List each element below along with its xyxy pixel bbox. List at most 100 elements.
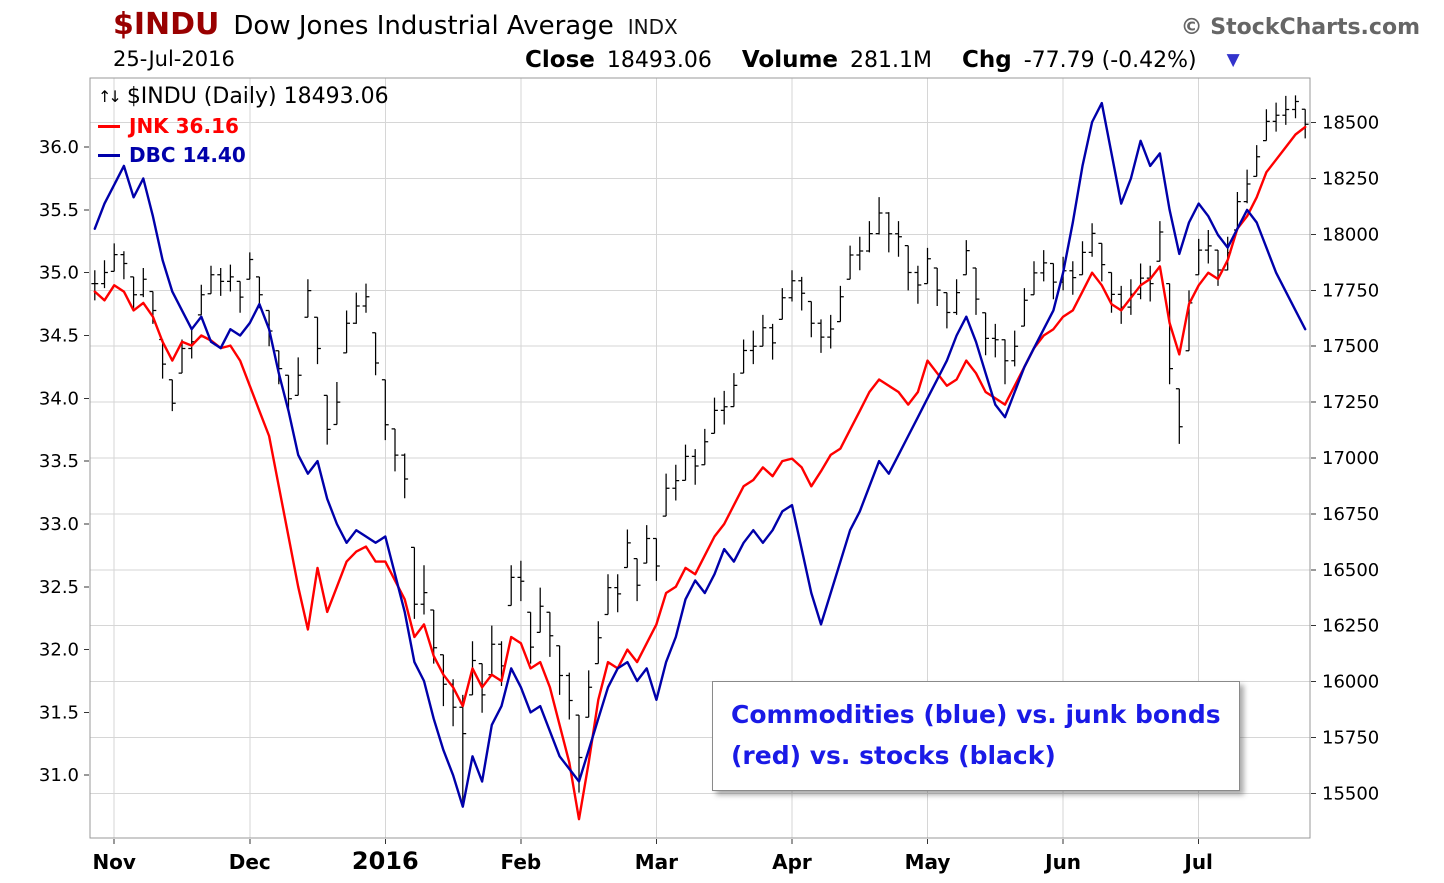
chart-header: $INDU Dow Jones Industrial Average INDX … — [113, 7, 1420, 42]
right-axis-label: 17000 — [1322, 448, 1379, 469]
right-axis-label: 18500 — [1322, 113, 1379, 134]
ohlc-bar — [837, 285, 844, 323]
ohlc-bar — [517, 560, 525, 602]
left-axis-label: 32.5 — [39, 577, 79, 598]
ohlc-bar — [895, 221, 902, 257]
ohlc-bar — [1040, 250, 1048, 282]
ohlc-bar — [275, 350, 283, 385]
x-axis-label: 2016 — [352, 847, 419, 875]
change-pair: Chg -77.79 (-0.42%) — [962, 47, 1197, 73]
x-axis-label: Mar — [635, 850, 678, 874]
ohlc-bar — [1263, 109, 1270, 142]
ohlc-bar — [1166, 282, 1173, 385]
ohlc-bar — [246, 252, 254, 280]
ohlc-bar — [352, 292, 360, 324]
quote-row: 25-Jul-2016 Close 18493.06 Volume 281.1M… — [113, 47, 1420, 75]
left-axis-label: 33.5 — [39, 451, 79, 472]
ohlc-bar — [594, 621, 602, 665]
change-down-icon: ▼ — [1226, 50, 1240, 70]
scale-arrows-icon: ↑↓ — [98, 87, 122, 106]
ohlc-bar — [953, 279, 960, 315]
ohlc-bar — [304, 279, 312, 318]
ohlc-bar — [585, 670, 593, 718]
left-axis-label: 36.0 — [39, 137, 79, 158]
ohlc-bar — [110, 243, 118, 273]
volume-value: 281.1M — [850, 48, 932, 73]
chart-date: 25-Jul-2016 — [113, 47, 235, 71]
ohlc-bar — [1156, 221, 1164, 262]
ohlc-bar — [101, 260, 108, 289]
right-axis-label: 16750 — [1322, 504, 1379, 525]
ohlc-bar — [788, 270, 796, 302]
ohlc-bar — [1079, 241, 1086, 276]
left-axis-label: 33.0 — [39, 514, 79, 535]
ohlc-bar — [362, 283, 370, 313]
right-axis-label: 18250 — [1322, 169, 1379, 190]
jnk-line-swatch-icon — [98, 124, 120, 128]
ohlc-bar — [1108, 271, 1115, 313]
ohlc-bar — [827, 314, 835, 349]
chart-legend: ↑↓ $INDU (Daily) 18493.06 JNK 36.16 DBC … — [98, 84, 389, 167]
close-value: 18493.06 — [606, 48, 712, 73]
ohlc-bar — [217, 268, 225, 296]
ohlc-bar — [633, 557, 641, 602]
x-axis-label: Dec — [229, 850, 271, 874]
ohlc-bar — [914, 265, 922, 304]
ohlc-bar — [536, 587, 544, 634]
ohlc-bar — [943, 291, 951, 329]
volume-pair: Volume 281.1M — [742, 47, 932, 73]
ohlc-bar — [381, 379, 389, 441]
ohlc-bar — [314, 316, 321, 365]
ohlc-bar — [856, 236, 864, 271]
ohlc-bar — [866, 221, 873, 253]
ohlc-bar — [1069, 261, 1077, 295]
legend-jnk-row: JNK 36.16 — [98, 114, 389, 138]
ohlc-bar — [643, 525, 651, 564]
ohlc-bar — [759, 314, 767, 347]
ohlc-bar — [227, 264, 234, 292]
ohlc-bar — [401, 453, 409, 499]
ohlc-bar — [507, 565, 515, 607]
ohlc-bar — [846, 245, 854, 280]
ohlc-bar — [294, 357, 302, 397]
symbol: $INDU — [113, 7, 220, 42]
left-axis-label: 34.0 — [39, 388, 79, 409]
ohlc-bar — [285, 374, 292, 412]
ohlc-bar — [885, 212, 893, 253]
ohlc-bar — [653, 537, 660, 581]
ohlc-bar — [701, 428, 709, 466]
ohlc-bar — [1301, 108, 1309, 139]
right-axis-label: 18000 — [1322, 224, 1379, 245]
ohlc-bar — [769, 323, 776, 360]
ohlc-bar — [904, 244, 912, 291]
ohlc-bar — [1175, 388, 1183, 444]
ohlc-bar — [749, 330, 757, 365]
ohlc-bar — [1195, 238, 1203, 276]
ohlc-bar — [711, 397, 718, 435]
ohlc-bar — [720, 390, 728, 425]
ohlc-bar — [778, 288, 786, 321]
ohlc-bar — [178, 339, 186, 374]
ohlc-bar — [168, 379, 176, 412]
right-axis-label: 16250 — [1322, 616, 1379, 637]
ohlc-bar — [672, 464, 680, 501]
annotation-line1: Commodities (blue) vs. junk bonds — [731, 700, 1221, 729]
ohlc-bar — [614, 574, 622, 613]
ohlc-bar — [459, 694, 467, 805]
ohlc-bar — [1098, 242, 1106, 282]
ohlc-bar — [982, 312, 989, 356]
ohlc-bar — [236, 280, 244, 313]
ohlc-bar — [1011, 330, 1019, 367]
ohlc-bar — [1030, 261, 1038, 296]
ohlc-bar — [730, 373, 738, 408]
ohlc-bar — [1137, 263, 1144, 300]
ohlc-bar — [372, 332, 379, 376]
ohlc-bar — [391, 428, 399, 472]
right-axis-label: 17500 — [1322, 336, 1379, 357]
left-axis-label: 35.5 — [39, 200, 79, 221]
ohlc-bar — [807, 300, 815, 338]
legend-main-label: $INDU (Daily) 18493.06 — [126, 84, 389, 109]
ohlc-bar — [91, 270, 99, 301]
